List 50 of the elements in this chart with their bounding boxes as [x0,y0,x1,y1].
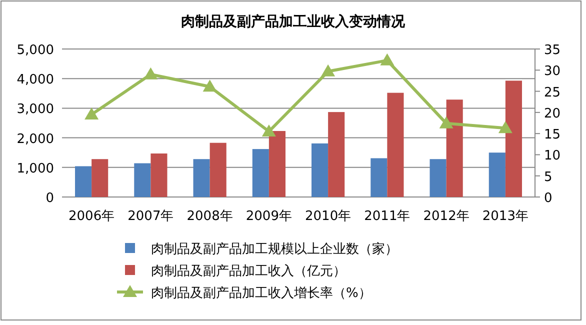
bar [446,100,463,197]
y-tick-label: 2,000 [16,132,54,147]
y2-tick-label: 10 [544,148,561,164]
x-tick-label: 2013年 [482,209,528,224]
bar [92,159,108,197]
x-tick-label: 2008年 [186,209,233,224]
bar [193,159,210,197]
x-tick-label: 2007年 [128,209,174,224]
x-tick-label: 2009年 [246,209,292,224]
point [144,67,158,80]
y-tick-label: 1,000 [16,161,54,176]
y2-tick-label: 30 [544,64,561,80]
legend-label: 肉制品及副产品加工收入（亿元） [151,264,346,279]
x-tick-label: 2012年 [423,209,470,224]
bar [387,92,404,197]
point [84,108,99,120]
bar [328,112,345,197]
x-tick-label: 2010年 [305,209,352,224]
bar [252,149,269,197]
bar [370,158,388,197]
y-tick-label: 4,000 [16,72,54,88]
point [380,53,394,66]
bar [75,166,92,197]
x-tick-label: 2006年 [68,209,115,224]
x-tick-label: 2011年 [364,209,410,224]
bar [150,153,168,197]
bar [430,159,446,197]
y2-tick-label: 35 [544,43,561,58]
y-tick-label: 0 [46,191,54,206]
y2-tick-label: 15 [544,128,561,143]
point [202,80,217,92]
bar [488,152,506,197]
y2-tick-label: 25 [544,85,561,100]
chart-title: 肉制品及副产品加工业收入变动情况 [181,13,406,30]
y-tick-label: 3,000 [16,102,54,118]
y2-tick-label: 0 [544,191,552,206]
legend-label: 肉制品及副产品加工收入增长率（%） [151,285,372,301]
point [321,64,336,76]
y2-tick-label: 20 [544,106,561,122]
bar [268,130,286,197]
bar [210,142,226,197]
point [498,121,512,134]
y2-tick-label: 5 [544,170,552,185]
y-tick-label: 5,000 [16,43,54,58]
point [262,124,276,136]
point [439,116,454,128]
bar [312,143,328,197]
legend-label: 肉制品及副产品加工规模以上企业数（家） [151,241,398,257]
bar [134,163,151,197]
bar [505,80,522,197]
